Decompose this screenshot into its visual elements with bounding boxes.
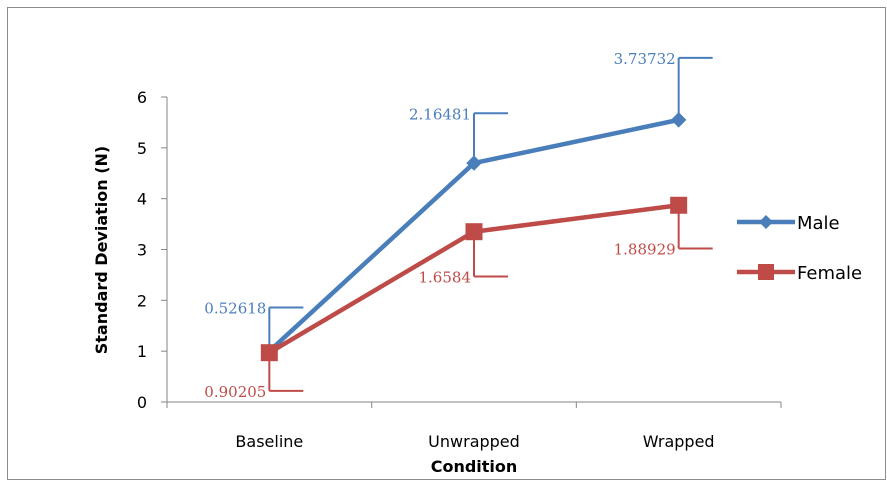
legend-label: Female (797, 263, 862, 284)
x-axis-title: Condition (431, 457, 518, 476)
y-tick-label: 1 (137, 342, 147, 361)
legend-item-male: Male (737, 213, 840, 234)
y-tick-label: 2 (137, 291, 147, 310)
series-male: 0.52618 2.16481 3.73732 (204, 50, 713, 359)
series-layer: 0.52618 2.16481 3.73732 0.90205 1.6584 1.8892… (204, 50, 713, 401)
error-value-label: 0.90205 (204, 383, 266, 401)
data-point (260, 344, 278, 362)
error-value-label: 0.52618 (204, 299, 266, 317)
y-tick-label: 6 (137, 88, 147, 107)
y-tick-label: 5 (137, 139, 147, 158)
error-value-label: 1.88929 (614, 240, 676, 258)
data-point (670, 112, 687, 128)
x-tick-label: Wrapped (643, 432, 715, 451)
y-axis-title: Standard Deviation (N) (92, 146, 111, 354)
legend: Male Female (737, 213, 862, 284)
chart-border (7, 7, 886, 480)
y-tick-label: 0 (137, 393, 147, 412)
legend-marker (758, 264, 774, 280)
y-ticks: 0 1 2 3 4 5 6 (137, 88, 167, 412)
data-point (670, 196, 688, 214)
error-value-label: 3.73732 (614, 50, 676, 68)
y-tick-label: 3 (137, 241, 147, 260)
data-point (465, 223, 483, 241)
data-point (466, 155, 482, 171)
series-female: 0.90205 1.6584 1.88929 (204, 196, 713, 401)
x-tick-label: Unwrapped (428, 432, 520, 451)
y-tick-label: 4 (137, 190, 147, 209)
legend-marker (759, 215, 773, 229)
error-value-label: 1.6584 (419, 268, 472, 286)
legend-item-female: Female (737, 263, 862, 284)
error-value-label: 2.16481 (409, 105, 471, 123)
x-tick-label: Baseline (235, 432, 303, 451)
x-ticks: Baseline Unwrapped Wrapped (166, 402, 782, 451)
legend-label: Male (797, 213, 840, 234)
